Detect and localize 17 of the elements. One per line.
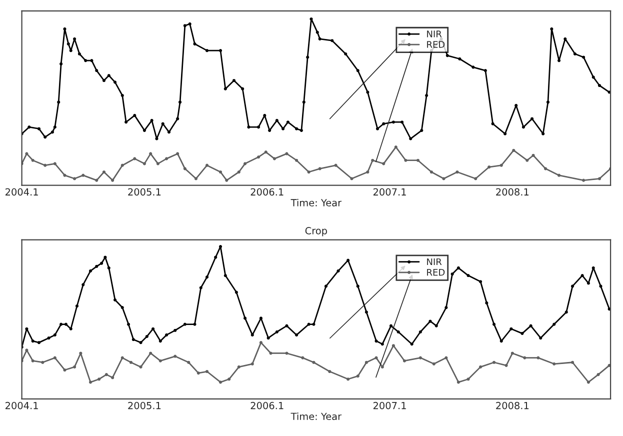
x-tick-label: 2005.1 [128, 188, 161, 196]
legend-label: NIR [427, 258, 442, 266]
legend-label: NIR [427, 30, 442, 38]
x-axis-title: Time: Year [290, 412, 342, 420]
x-tick-label: 2008.1 [496, 188, 529, 196]
x-axis-title: Time: Year [290, 198, 342, 206]
x-tick-label: 2004.1 [6, 402, 38, 410]
x-tick-label: 2004.1 [6, 188, 38, 196]
x-tick-label: 2006.1 [250, 188, 284, 196]
x-tick-label: 2008.1 [496, 402, 529, 410]
chart-title: Crop [305, 227, 327, 236]
x-tick-label: 2005.1 [128, 402, 161, 410]
x-tick-label: 2006.1 [250, 402, 284, 410]
x-tick-label: 2007.1 [373, 188, 406, 196]
legend-label: RED [427, 268, 445, 276]
legend-label: RED [427, 41, 445, 48]
x-tick-label: 2007.1 [373, 402, 406, 410]
